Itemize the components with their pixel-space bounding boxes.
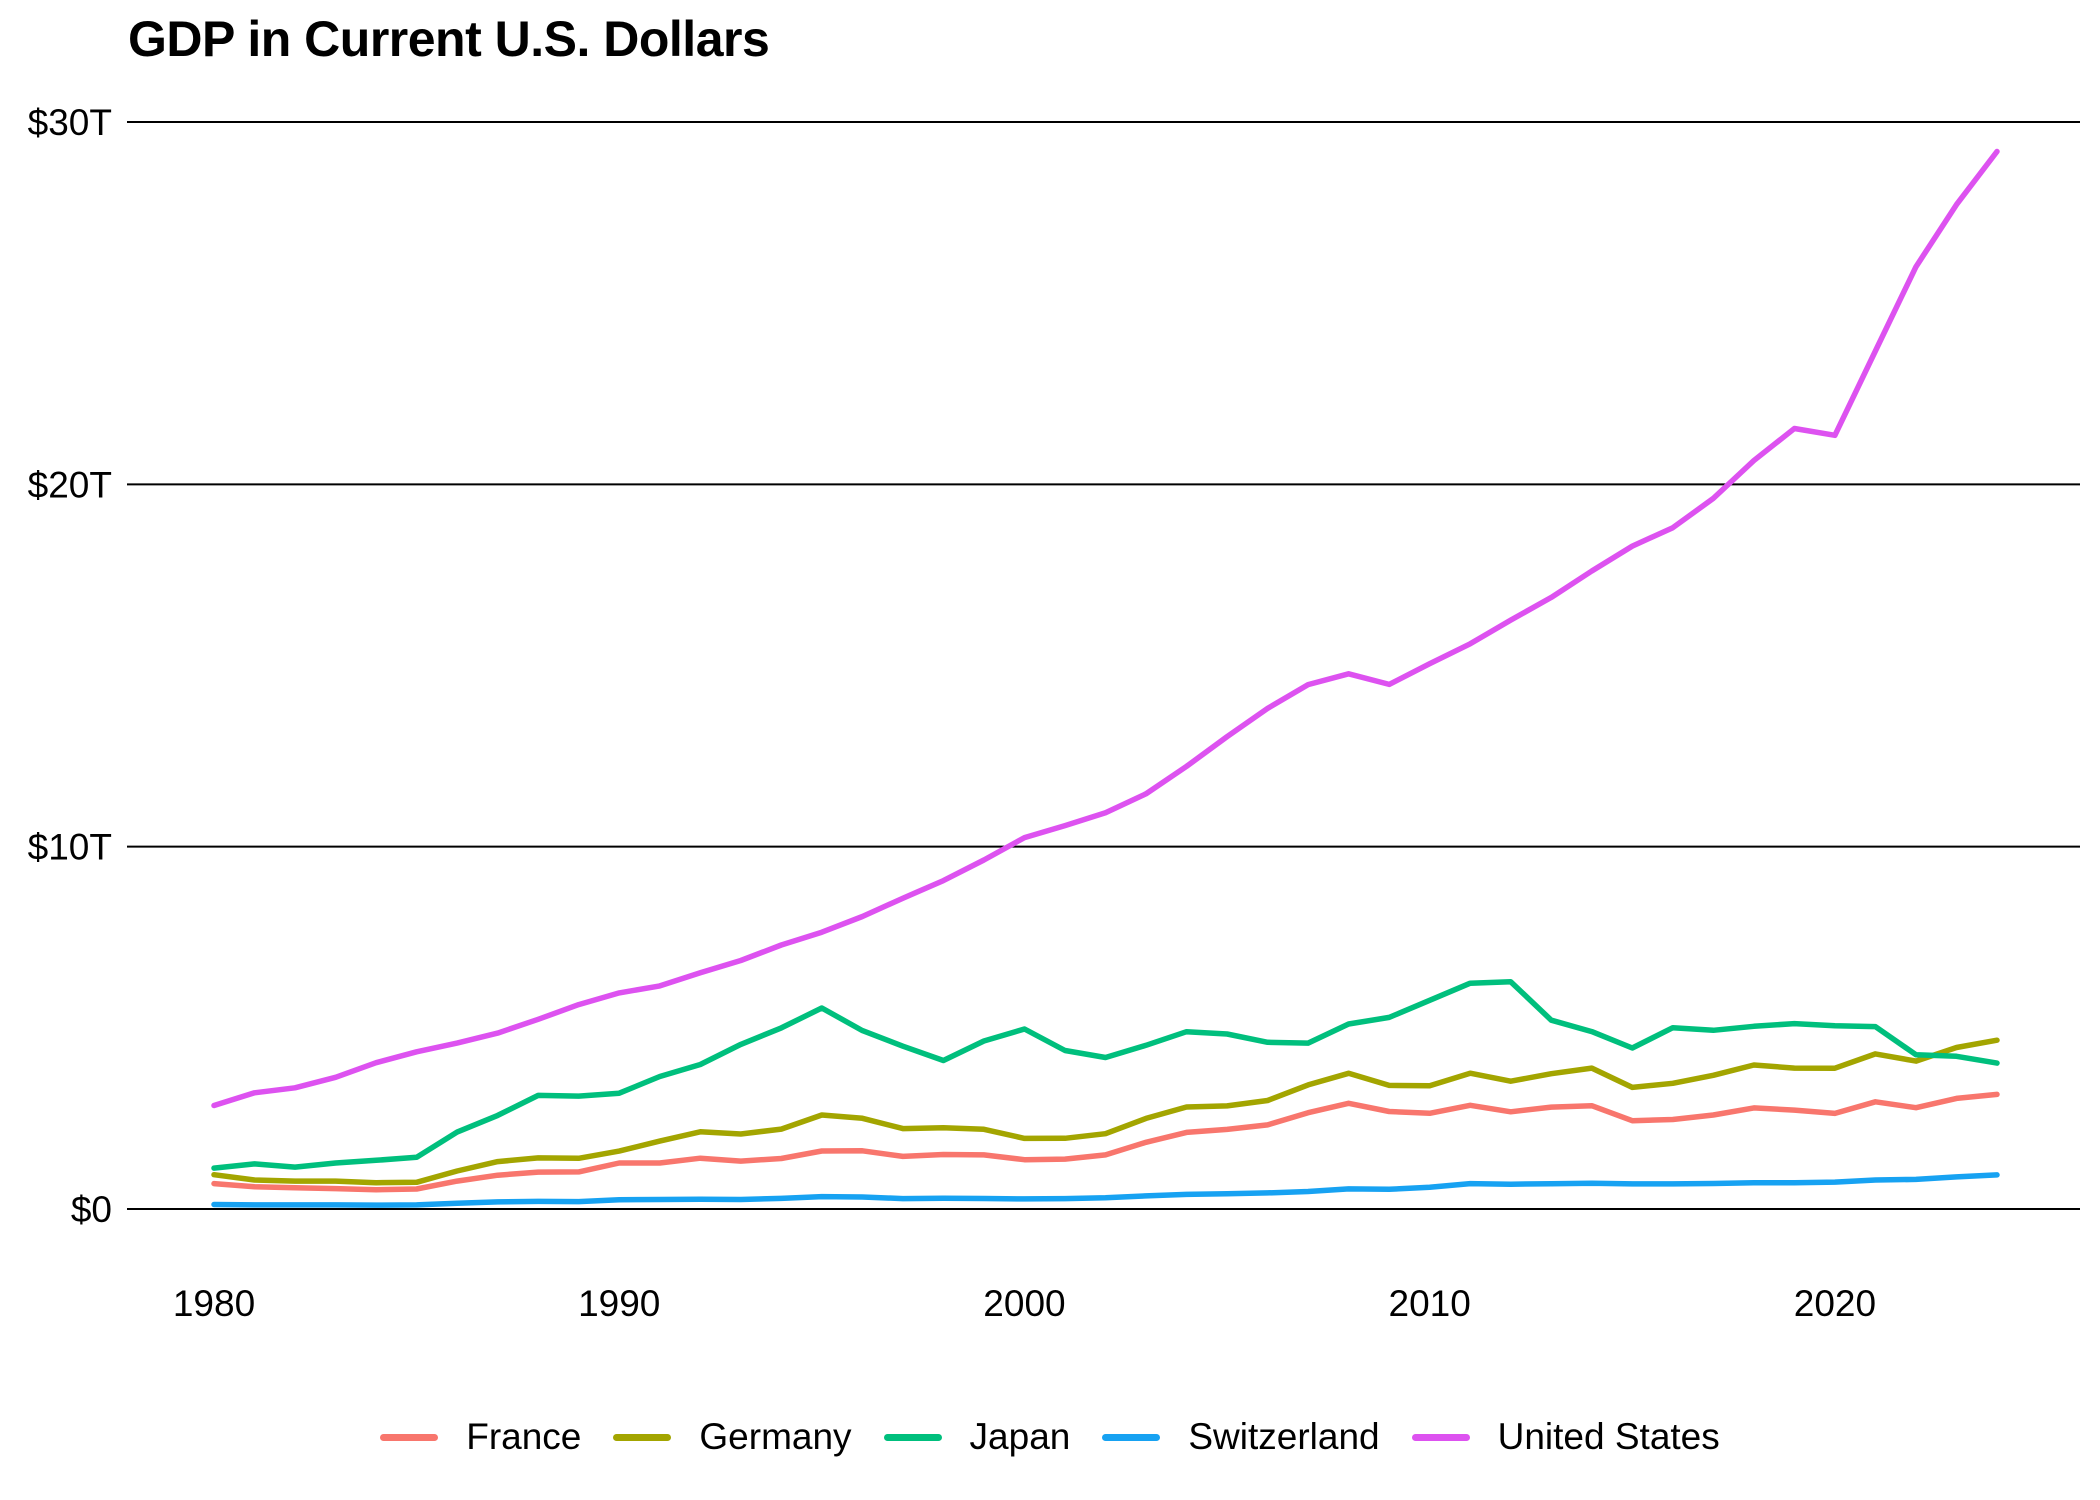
series-line-united-states: [211, 148, 2000, 1109]
y-tick-label: $0: [71, 1189, 112, 1230]
legend-swatch-united-states: [1411, 1433, 1470, 1441]
legend-swatch-switzerland: [1102, 1433, 1161, 1441]
legend-item-japan: Japan: [883, 1416, 1071, 1458]
x-tick-label: 2020: [1794, 1283, 1876, 1324]
legend-item-germany: Germany: [613, 1416, 852, 1458]
y-tick-label: $30T: [28, 102, 112, 143]
legend-swatch-germany: [613, 1433, 672, 1441]
y-tick-label: $10T: [28, 827, 112, 868]
legend-label: United States: [1497, 1416, 1720, 1457]
legend-item-united-states: United States: [1411, 1416, 1720, 1458]
chart-title: GDP in Current U.S. Dollars: [128, 11, 770, 67]
x-tick-label: 2010: [1389, 1283, 1471, 1324]
legend-swatch-japan: [883, 1433, 942, 1441]
legend-label: Germany: [699, 1416, 852, 1457]
x-tick-label: 2000: [983, 1283, 1065, 1324]
legend-item-france: France: [380, 1416, 581, 1458]
legend-swatch-france: [380, 1433, 439, 1441]
legend-label: Switzerland: [1188, 1416, 1380, 1457]
series-line-switzerland: [211, 1172, 2000, 1208]
legend: France Germany Japan Switzerland United Stat…: [0, 1416, 2100, 1458]
legend-item-switzerland: Switzerland: [1102, 1416, 1380, 1458]
series-line-japan: [211, 978, 2000, 1171]
x-tick-label: 1990: [578, 1283, 660, 1324]
x-tick-label: 1980: [173, 1283, 255, 1324]
legend-label: Japan: [969, 1416, 1071, 1457]
legend-label: France: [466, 1416, 582, 1457]
series-line-germany: [211, 1037, 2000, 1186]
y-tick-label: $20T: [28, 464, 112, 505]
series-line-france: [211, 1091, 2000, 1193]
